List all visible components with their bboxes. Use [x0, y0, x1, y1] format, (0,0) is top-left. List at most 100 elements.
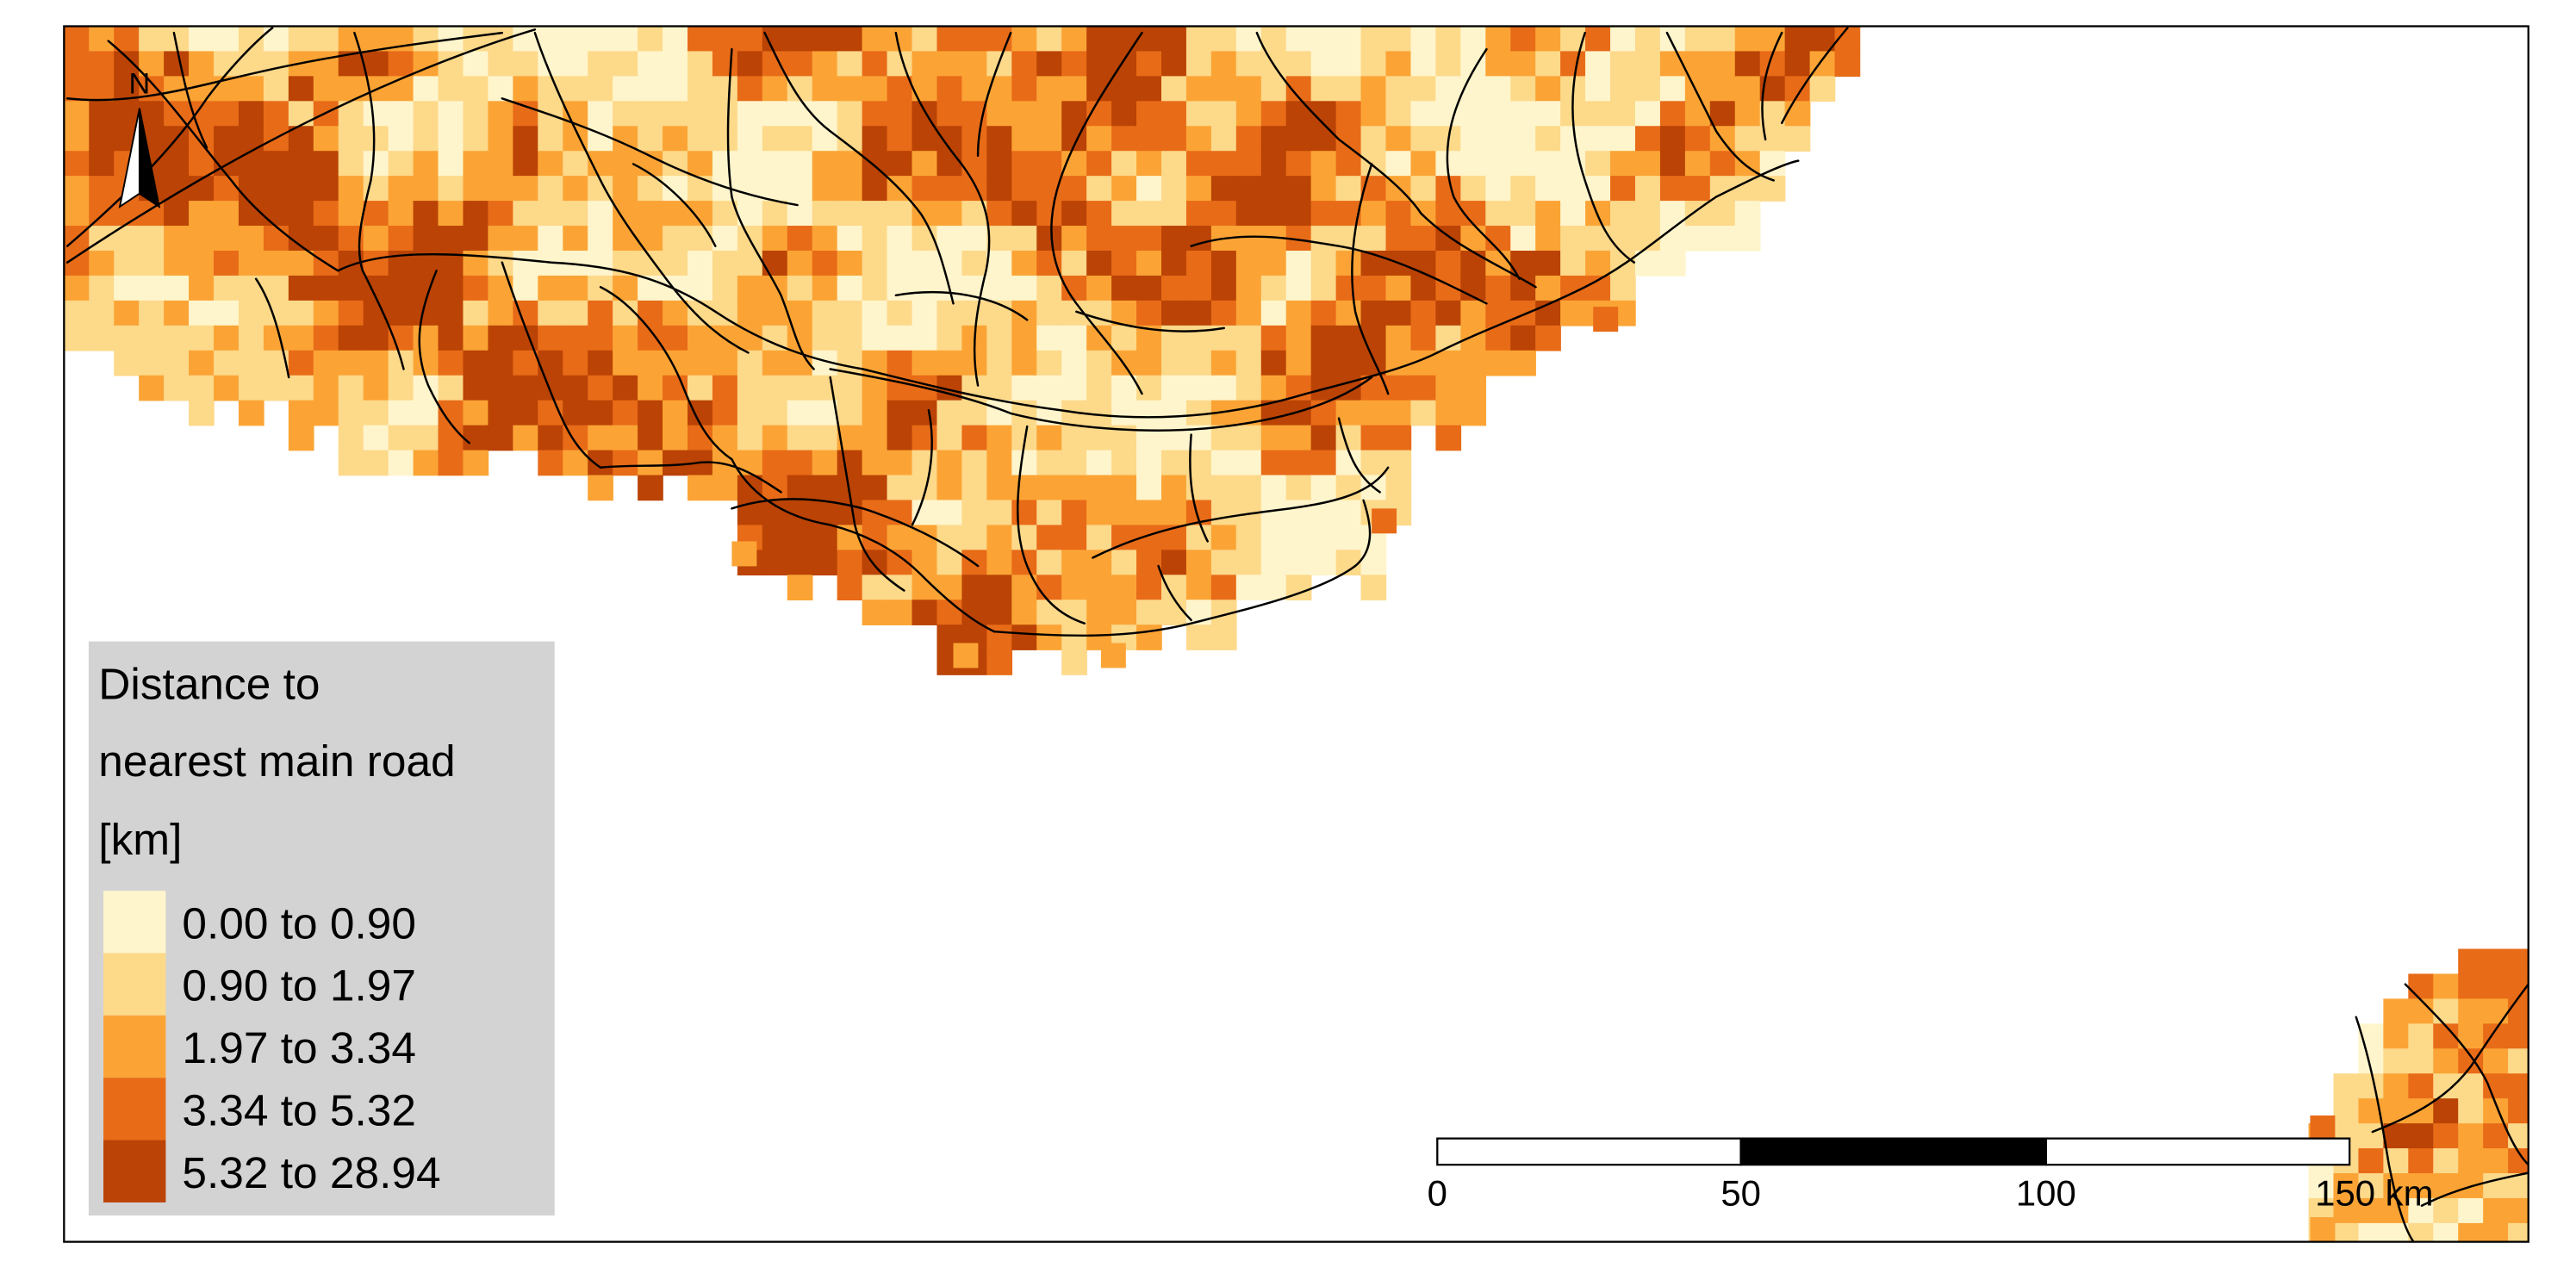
raster-cell — [837, 375, 863, 401]
raster-cell — [787, 151, 813, 177]
road-line — [1571, 31, 1636, 264]
raster-cell — [2508, 1123, 2529, 1149]
raster-cell — [1610, 176, 1636, 202]
raster-cell — [1036, 325, 1062, 351]
raster-cell — [313, 275, 339, 301]
raster-cell — [912, 500, 938, 526]
legend-swatch — [103, 891, 166, 954]
raster-cell — [613, 350, 638, 376]
raster-cell — [1310, 525, 1337, 551]
raster-cell — [2458, 998, 2484, 1025]
road-line — [632, 163, 717, 247]
raster-cell — [164, 350, 190, 376]
raster-cell — [762, 26, 788, 53]
raster-cell — [663, 101, 688, 127]
raster-cell — [263, 101, 289, 127]
raster-cell — [638, 51, 663, 78]
raster-cell — [1185, 76, 1212, 103]
raster-cell — [1061, 126, 1087, 152]
raster-cell — [737, 76, 763, 103]
raster-cell — [438, 425, 464, 451]
raster-cell — [1260, 425, 1287, 451]
raster-cell — [1360, 275, 1387, 301]
raster-cell — [1285, 325, 1312, 351]
raster-cell — [1210, 550, 1237, 576]
raster-cell — [837, 51, 863, 78]
raster-cell — [1385, 400, 1412, 426]
legend-swatch — [103, 1140, 166, 1203]
raster-cell — [936, 226, 963, 252]
raster-cell — [787, 450, 813, 476]
raster-cell — [1460, 325, 1487, 351]
raster-cell — [862, 450, 888, 476]
raster-cell — [114, 250, 140, 277]
raster-cell — [214, 350, 240, 376]
raster-cell — [731, 541, 757, 567]
raster-cell — [139, 300, 165, 326]
raster-cell — [1385, 126, 1412, 152]
raster-cell — [1185, 26, 1212, 53]
raster-cell — [613, 176, 638, 202]
raster-cell — [961, 525, 988, 551]
raster-cell — [488, 51, 514, 78]
raster-cell — [64, 325, 90, 351]
raster-cell — [1260, 325, 1287, 351]
raster-cell — [2433, 1048, 2459, 1074]
raster-cell — [313, 375, 339, 401]
raster-cell — [862, 26, 888, 53]
raster-cell — [986, 525, 1013, 551]
road-line — [894, 31, 991, 387]
raster-cell — [712, 375, 738, 401]
raster-cell — [1011, 475, 1038, 501]
raster-cell — [912, 550, 938, 576]
road-line — [1665, 31, 1775, 182]
raster-cell — [313, 400, 339, 426]
raster-cell — [288, 201, 314, 227]
raster-cell — [687, 101, 713, 127]
raster-cell — [1136, 300, 1162, 326]
raster-cell — [64, 126, 90, 152]
raster-cell — [1460, 26, 1487, 53]
raster-cell — [1260, 300, 1287, 326]
raster-cell — [1535, 26, 1561, 53]
raster-cell — [1160, 375, 1187, 401]
raster-cell — [189, 275, 215, 301]
raster-cell — [687, 76, 713, 103]
raster-cell — [2333, 1173, 2360, 1199]
raster-cell — [1634, 151, 1661, 177]
raster-cell — [1535, 101, 1561, 127]
raster-cell — [1160, 600, 1187, 625]
raster-cell — [114, 325, 140, 351]
raster-cell — [1610, 201, 1636, 227]
raster-cell — [263, 151, 289, 177]
raster-cell — [663, 76, 688, 103]
raster-cell — [1435, 400, 1462, 426]
raster-cell — [64, 176, 90, 202]
raster-cell — [986, 450, 1013, 476]
raster-cell — [189, 226, 215, 252]
raster-cell — [1185, 375, 1212, 401]
raster-cell — [1111, 76, 1137, 103]
legend-background — [88, 641, 555, 1216]
raster-cell — [1560, 51, 1586, 78]
raster-cell — [413, 201, 439, 227]
raster-cell — [2408, 1073, 2435, 1099]
road-line — [337, 252, 865, 370]
raster-cell — [1535, 201, 1561, 227]
raster-cell — [1061, 500, 1087, 526]
raster-cell — [89, 51, 115, 78]
raster-cell — [1385, 300, 1412, 326]
raster-cell — [1435, 201, 1462, 227]
raster-cell — [2508, 1098, 2529, 1124]
raster-cell — [214, 226, 240, 252]
raster-cell — [263, 226, 289, 252]
raster-cell — [1260, 525, 1287, 551]
raster-cell — [762, 250, 788, 277]
raster-cell — [912, 176, 938, 202]
raster-cell — [1385, 201, 1412, 227]
raster-cell — [712, 226, 738, 252]
raster-cell — [1510, 26, 1536, 53]
raster-cell — [1410, 300, 1437, 326]
raster-cell — [638, 300, 663, 326]
raster-cell — [837, 575, 863, 601]
